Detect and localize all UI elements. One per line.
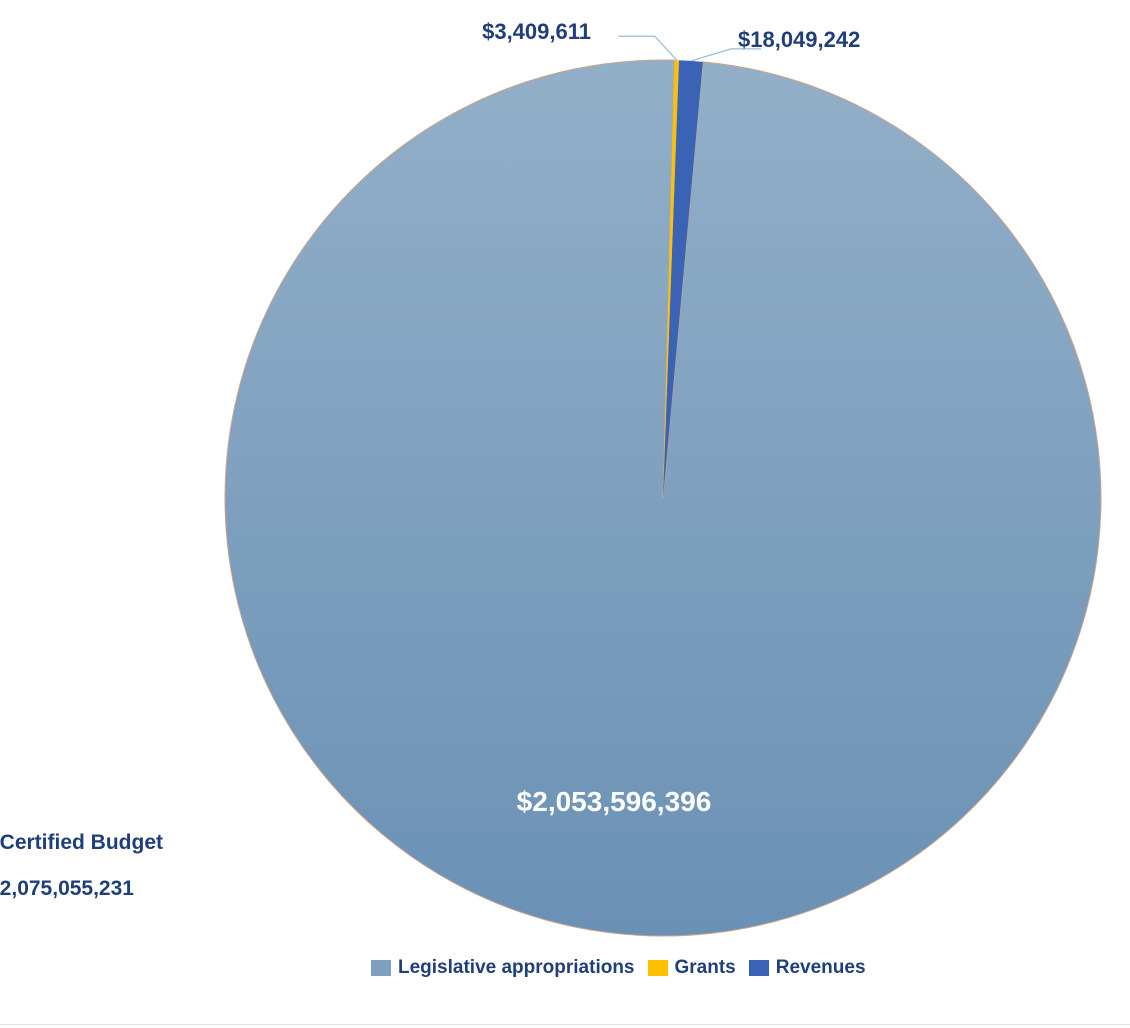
data-label-legislative-appropriations: $2,053,596,396 (517, 786, 712, 817)
legend-item-revenues: Revenues (748, 957, 866, 979)
slice-legislative-appropriations (224, 59, 1102, 937)
legend-item-grants: Grants (647, 957, 736, 979)
slice-revenues (663, 60, 703, 498)
legend-swatch (371, 960, 391, 976)
total-budget-label: l Certified Budget (0, 831, 164, 854)
leader-line-grants (618, 35, 678, 61)
legend-swatch (748, 960, 769, 976)
legend-label: Grants (674, 957, 736, 978)
legend-label: Revenues (775, 957, 866, 978)
legend-item-legislative-appropriations: Legislative appropriations (371, 957, 635, 979)
legend-label: Legislative appropriations (398, 957, 635, 978)
data-label-grants: $3,409,611 (482, 19, 591, 44)
leader-line-revenues (690, 48, 761, 62)
slice-grants (663, 60, 679, 499)
bottom-divider (0, 1024, 1130, 1025)
total-budget-value: $2,075,055,231 (0, 877, 134, 900)
legend: Legislative appropriations Grants Revenu… (371, 957, 879, 979)
data-label-revenues: $18,049,242 (738, 27, 860, 52)
legend-swatch (647, 960, 668, 976)
